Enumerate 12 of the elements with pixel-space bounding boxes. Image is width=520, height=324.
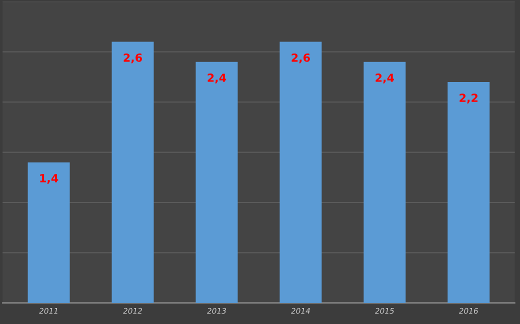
data-label: 2,2 [460,94,478,104]
bar [196,62,238,303]
data-label: 2,6 [292,53,310,64]
data-label: 1,4 [40,174,58,184]
data-label: 2,4 [208,74,226,84]
data-label: 2,6 [124,53,142,64]
data-label: 2,4 [376,74,394,84]
bar [364,62,406,303]
bar [28,162,70,303]
bar [112,42,154,303]
bar [448,82,490,303]
bar [280,42,322,303]
